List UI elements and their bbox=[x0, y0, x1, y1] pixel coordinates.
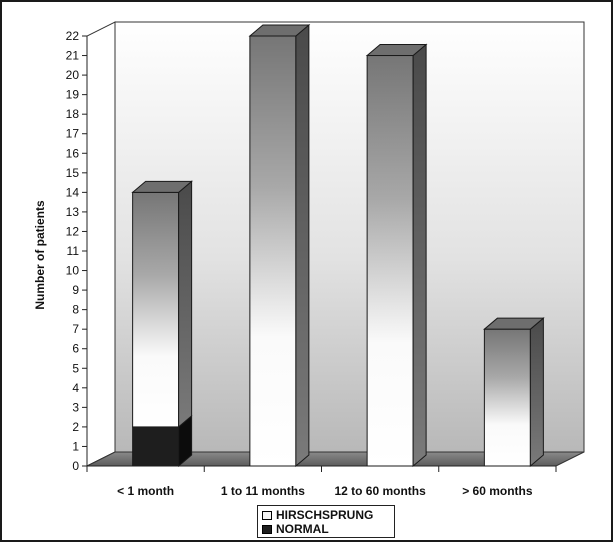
y-tick-label: 14 bbox=[66, 185, 80, 199]
bar-hirschsprung-front bbox=[366, 55, 414, 467]
y-tick-label: 20 bbox=[66, 68, 80, 82]
bar-hirschsprung-top bbox=[365, 44, 428, 57]
y-tick-label: 13 bbox=[66, 205, 80, 219]
x-tick-label: 12 to 60 months bbox=[334, 484, 426, 498]
bar-hirschsprung-top bbox=[131, 180, 193, 193]
bar-normal-front bbox=[132, 426, 180, 467]
y-tick-label: 9 bbox=[72, 283, 79, 297]
y-tick-label: 11 bbox=[67, 244, 80, 258]
y-tick-label: 21 bbox=[66, 49, 80, 63]
bar-hirschsprung-side bbox=[529, 317, 544, 468]
left-wall bbox=[86, 21, 116, 467]
x-axis: < 1 month 1 to 11 months 12 to 60 months > … bbox=[86, 465, 557, 498]
bar-hirschsprung-side bbox=[412, 43, 427, 468]
y-tick-label: 5 bbox=[72, 361, 79, 375]
y-tick-label: 6 bbox=[72, 342, 79, 356]
x-tick-label: 1 to 11 months bbox=[221, 484, 305, 498]
y-tick-label: 10 bbox=[66, 264, 80, 278]
legend-label-normal: NORMAL bbox=[276, 522, 329, 536]
y-tick-label: 19 bbox=[66, 88, 80, 102]
legend-swatch-normal bbox=[262, 524, 272, 534]
legend-label-hirschsprung: HIRSCHSPRUNG bbox=[276, 508, 374, 522]
y-tick-label: 8 bbox=[72, 303, 79, 317]
x-tick-label: < 1 month bbox=[117, 484, 174, 498]
bar-hirschsprung-front bbox=[483, 328, 531, 467]
bar-hirschsprung-side bbox=[178, 180, 193, 428]
bars bbox=[131, 23, 545, 468]
y-tick-label: 22 bbox=[66, 29, 80, 43]
y-tick-label: 18 bbox=[66, 107, 80, 121]
y-tick-label: 0 bbox=[72, 459, 79, 473]
bar-hirschsprung-front bbox=[132, 191, 180, 428]
y-tick-label: 3 bbox=[72, 400, 79, 414]
bar-hirschsprung-front bbox=[249, 35, 297, 467]
y-tick-label: 17 bbox=[66, 127, 80, 141]
y-tick-label: 7 bbox=[72, 322, 79, 336]
legend-item-normal: NORMAL bbox=[262, 522, 394, 536]
legend: HIRSCHSPRUNG NORMAL bbox=[257, 505, 395, 538]
bar-hirschsprung-top bbox=[248, 24, 311, 37]
y-axis-label: Number of patients bbox=[33, 200, 47, 310]
bar-hirschsprung-top bbox=[483, 317, 545, 330]
y-tick-label: 4 bbox=[72, 381, 79, 395]
y-tick-label: 2 bbox=[72, 420, 79, 434]
y-tick-label: 1 bbox=[72, 439, 79, 453]
y-tick-label: 15 bbox=[66, 166, 80, 180]
bar-hirschsprung-side bbox=[295, 23, 310, 468]
y-tick-label: 16 bbox=[66, 146, 80, 160]
x-tick-label: > 60 months bbox=[462, 484, 533, 498]
legend-swatch-hirschsprung bbox=[262, 510, 272, 520]
plot-walls bbox=[86, 21, 585, 467]
legend-item-hirschsprung: HIRSCHSPRUNG bbox=[262, 508, 394, 522]
y-tick-label: 12 bbox=[66, 224, 80, 238]
